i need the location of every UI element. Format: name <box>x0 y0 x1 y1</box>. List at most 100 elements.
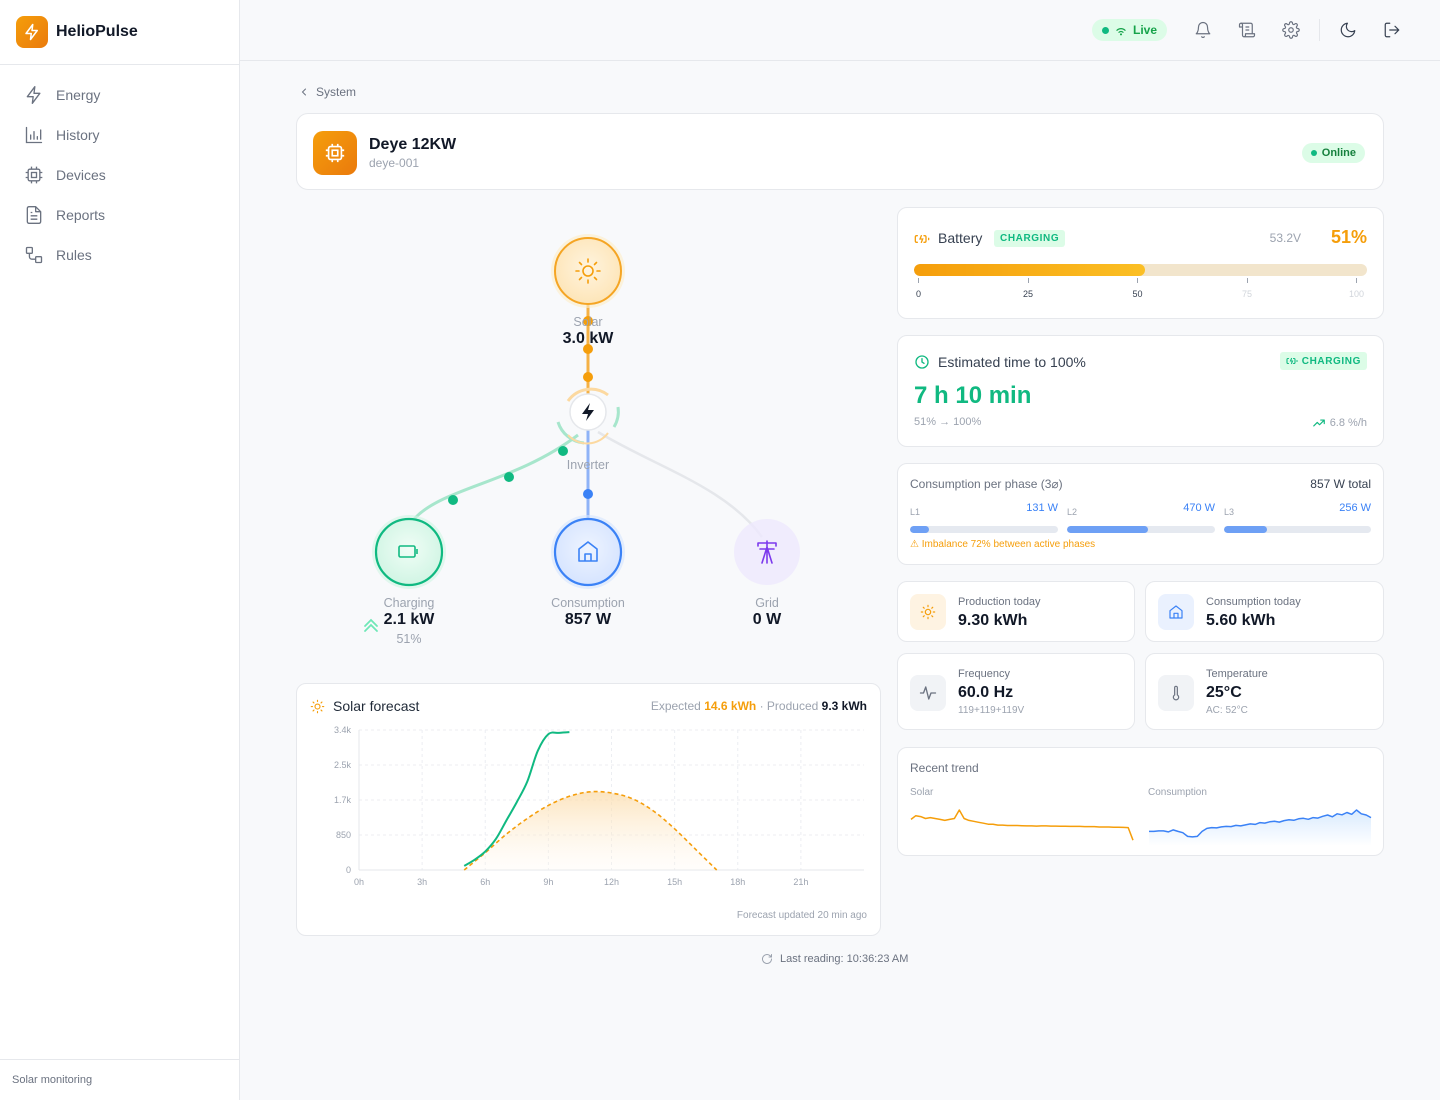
solar-flow-dot <box>583 344 593 354</box>
consumption-node[interactable] <box>551 515 625 589</box>
notifications-button[interactable] <box>1181 16 1225 44</box>
x-tick-label: 0h <box>354 877 364 887</box>
solar-forecast-card: Solar forecast Expected 14.6 kWh · Produ… <box>296 683 881 936</box>
topbar: Live <box>240 0 1440 61</box>
battery-scale-tick <box>1027 278 1029 283</box>
forecast-expected-label: Expected <box>650 699 701 713</box>
frequency-label: Frequency <box>958 668 1010 680</box>
eta-title: Estimated time to 100% <box>938 354 1086 370</box>
bell-icon <box>1195 21 1211 39</box>
sun-icon <box>910 594 946 630</box>
live-dot <box>1101 26 1109 34</box>
battery-level-fill <box>914 264 1146 276</box>
eta-charging-badge: CHARGING <box>1279 352 1367 370</box>
clock-icon <box>915 355 929 369</box>
consumption-flow-dot <box>583 489 593 499</box>
eta-range: 51% → 100% <box>914 416 982 428</box>
brand[interactable]: HelioPulse <box>0 0 239 65</box>
consumption-today-label: Consumption today <box>1206 596 1301 608</box>
last-reading-text: Last reading: 10:36:23 AM <box>780 953 909 965</box>
battery-scale-label: 75 <box>1241 289 1253 299</box>
battery-level-bar <box>914 264 1367 276</box>
trend-solar-label: Solar <box>910 787 934 798</box>
battery-voltage: 53.2V <box>1269 231 1301 245</box>
sidebar-footer: Solar monitoring <box>0 1059 239 1100</box>
eta-badge-label: CHARGING <box>1301 355 1361 367</box>
sparkline-line <box>1149 809 1372 838</box>
battery-node[interactable] <box>372 515 446 589</box>
logs-button[interactable] <box>1225 16 1269 44</box>
y-tick-label: 2.5k <box>334 760 352 770</box>
solar-node[interactable] <box>551 234 625 308</box>
logout-button[interactable] <box>1370 16 1414 44</box>
live-label: Live <box>1132 23 1157 37</box>
settings-button[interactable] <box>1269 16 1313 44</box>
x-tick-label: 3h <box>417 877 427 887</box>
temperature-card: Temperature 25°C AC: 52°C <box>1145 653 1384 730</box>
phase-value: 470 W <box>1183 502 1215 514</box>
status-label: Online <box>1321 147 1356 159</box>
sidebar-item-reports[interactable]: Reports <box>0 195 239 235</box>
sparkline-area <box>1149 810 1371 846</box>
phase-bar-fill <box>1224 526 1267 533</box>
y-tick-label: 1.7k <box>334 795 352 805</box>
thermometer-icon <box>1158 675 1194 711</box>
chip-icon <box>313 131 357 175</box>
solar-flow-dot <box>583 316 593 326</box>
inverter-node[interactable] <box>556 387 620 445</box>
breadcrumb-back-link[interactable]: System <box>298 85 356 99</box>
battery-power-value: 2.1 kW <box>383 611 435 628</box>
chevron-left-icon <box>301 88 306 96</box>
sidebar-item-devices[interactable]: Devices <box>0 155 239 195</box>
forecast-separator: · <box>759 699 764 713</box>
home-icon <box>578 541 598 562</box>
device-name: Deye 12KW <box>369 136 457 153</box>
battery-scale-label: 0 <box>915 289 922 299</box>
ac-temperature: AC: 52°C <box>1206 705 1248 716</box>
battery-scale-label: 50 <box>1132 289 1143 299</box>
brand-logo-icon <box>16 16 48 48</box>
forecast-chart: 0 850 1.7k 2.5k 3.4k 0h 3h 6h 9h 12h 15h 18h 21h <box>334 725 864 887</box>
last-reading: Last reading: 10:36:23 AM <box>761 953 908 965</box>
brand-name: HelioPulse <box>56 23 138 40</box>
theme-toggle-button[interactable] <box>1326 16 1370 44</box>
sidebar-item-history[interactable]: History <box>0 115 239 155</box>
grid-flow-line <box>597 430 764 538</box>
sidebar-item-label: Devices <box>56 167 106 183</box>
recent-trend-card: Recent trend Solar Consumption <box>897 747 1384 856</box>
expected-area <box>464 791 717 870</box>
battery-scale-tick <box>1356 278 1357 283</box>
consumption-value: 857 W <box>564 611 612 628</box>
frequency-card: Frequency 60.0 Hz 119+119+119V <box>897 653 1135 730</box>
battery-percent: 51% <box>396 632 422 646</box>
forecast-expected-value: 14.6 kWh <box>704 699 757 713</box>
forecast-footer: Forecast updated 20 min ago <box>736 910 867 921</box>
home-icon <box>1158 594 1194 630</box>
consumption-today-value: 5.60 kWh <box>1206 612 1276 629</box>
x-tick-label: 18h <box>730 877 745 887</box>
phase-l1: L1 131 W <box>910 502 1058 533</box>
x-tick-label: 12h <box>604 877 619 887</box>
status-badge: Online <box>1301 143 1365 163</box>
sidebar-item-energy[interactable]: Energy <box>0 75 239 115</box>
phase-bar-fill <box>1067 526 1149 533</box>
frequency-value: 60.0 Hz <box>958 684 1014 701</box>
x-tick-label: 6h <box>480 877 490 887</box>
energy-flow-diagram: Solar 3.0 kW Inverter Charging 2.1 kW 51… <box>296 207 881 667</box>
battery-charging-icon <box>1286 357 1298 365</box>
forecast-summary: Expected 14.6 kWh · Produced 9.3 kWh <box>651 699 867 713</box>
battery-card: Battery CHARGING 53.2V 51% 0 25 50 75 100 <box>897 207 1384 319</box>
pulse-icon <box>910 675 946 711</box>
grid-node[interactable] <box>734 519 800 585</box>
document-icon <box>26 206 42 224</box>
grid-value: 0 W <box>752 611 782 628</box>
rules-icon <box>25 246 43 264</box>
sidebar-item-rules[interactable]: Rules <box>0 235 239 275</box>
live-status-pill[interactable]: Live <box>1091 19 1167 41</box>
refresh-icon <box>762 954 772 964</box>
phase-bar <box>1224 526 1371 533</box>
battery-percent-value: 51% <box>1330 227 1367 247</box>
battery-title: Battery <box>938 230 983 246</box>
consumption-sparkline <box>1149 809 1372 846</box>
x-tick-label: 21h <box>793 877 808 887</box>
